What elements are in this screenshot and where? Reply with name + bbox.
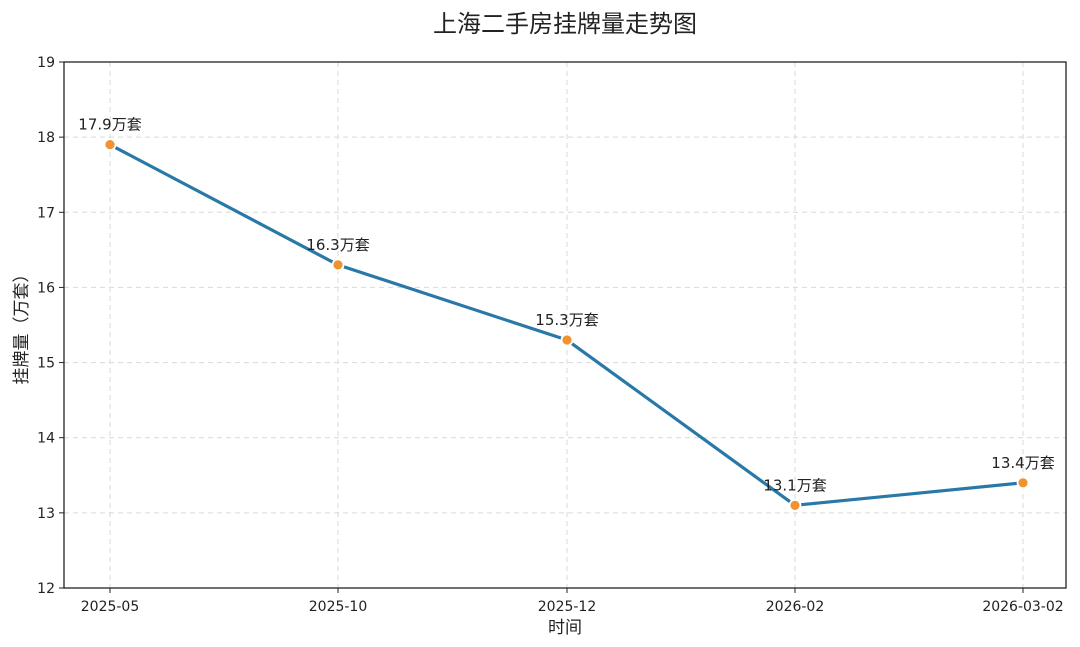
y-tick-label: 18 bbox=[37, 130, 55, 146]
x-tick-label: 2026-02 bbox=[766, 599, 825, 615]
y-tick-label: 13 bbox=[37, 506, 55, 522]
plot-area-frame bbox=[63, 61, 1067, 589]
series-layer bbox=[103, 138, 1030, 512]
x-tick-label: 2025-12 bbox=[538, 599, 597, 615]
y-axis-label: 挂牌量（万套） bbox=[12, 266, 32, 385]
x-tick-label: 2025-10 bbox=[309, 599, 368, 615]
data-point-marker bbox=[103, 138, 117, 152]
y-tick-label: 17 bbox=[37, 205, 55, 221]
y-tick-label: 19 bbox=[37, 55, 55, 71]
x-axis-label: 时间 bbox=[548, 618, 582, 638]
data-label: 13.1万套 bbox=[763, 476, 826, 494]
x-tick-label: 2025-05 bbox=[81, 599, 140, 615]
data-point-marker bbox=[560, 333, 574, 347]
data-point-marker bbox=[788, 498, 802, 512]
y-tick-label: 16 bbox=[37, 280, 55, 296]
y-tick-label: 12 bbox=[37, 581, 55, 597]
chart-title: 上海二手房挂牌量走势图 bbox=[433, 10, 697, 38]
y-tick-label: 14 bbox=[37, 431, 55, 447]
data-label: 13.4万套 bbox=[991, 454, 1054, 472]
data-label-layer: 17.9万套 16.3万套 15.3万套 13.1万套 13.4万套 bbox=[78, 116, 1054, 495]
y-tick-label: 15 bbox=[37, 356, 55, 372]
data-label: 15.3万套 bbox=[535, 311, 598, 329]
data-label: 17.9万套 bbox=[78, 116, 141, 134]
x-tick-label: 2026-03-02 bbox=[982, 599, 1063, 615]
data-point-marker bbox=[1016, 476, 1030, 490]
tick-layer: 12 13 14 15 16 17 18 19 2025-05 2025-10 2025-12 202… bbox=[37, 55, 1064, 615]
grid-layer bbox=[64, 62, 1066, 588]
data-point-marker bbox=[331, 258, 345, 272]
data-label: 16.3万套 bbox=[306, 236, 369, 254]
